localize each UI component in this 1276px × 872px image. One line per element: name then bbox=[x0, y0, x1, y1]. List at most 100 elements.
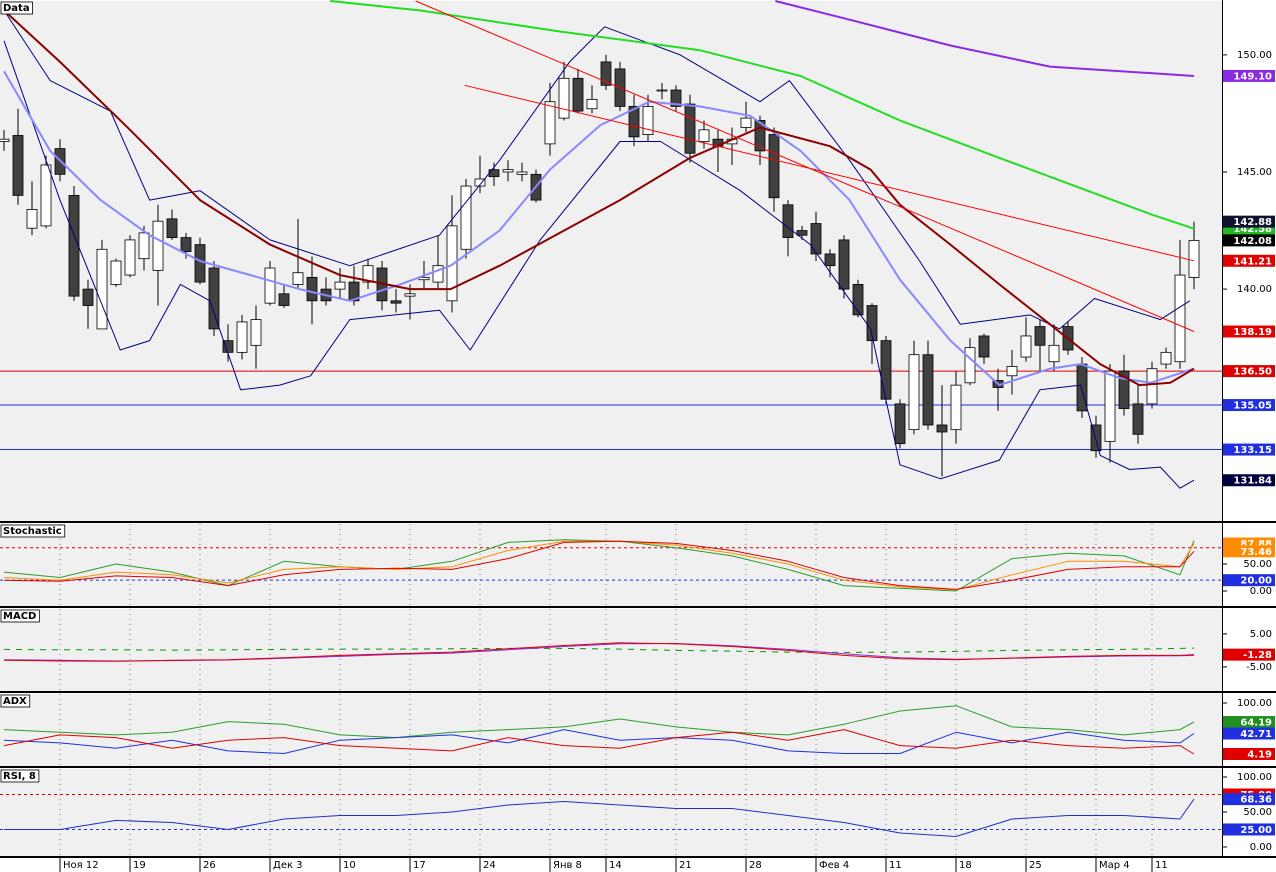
overlay-line bbox=[775, 0, 1195, 77]
candle-body bbox=[1146, 368, 1158, 405]
panel-title: MACD bbox=[3, 611, 36, 622]
x-tick-label: Ноя 12 bbox=[63, 860, 99, 871]
value-label-box bbox=[1223, 716, 1275, 729]
panel-title-box bbox=[0, 1, 33, 15]
x-tick-label: 25 bbox=[1029, 860, 1042, 871]
value-label: 25.00 bbox=[1240, 825, 1272, 836]
value-label: 64.19 bbox=[1240, 718, 1272, 729]
value-label-box bbox=[1223, 365, 1275, 378]
value-label: 135.05 bbox=[1233, 401, 1272, 412]
value-label: 136.50 bbox=[1233, 367, 1272, 378]
value-label: 131.84 bbox=[1233, 476, 1272, 487]
value-label-box bbox=[1223, 325, 1275, 338]
candle-body bbox=[418, 276, 430, 281]
panel-title: ADX bbox=[3, 696, 27, 707]
candle-body bbox=[250, 319, 262, 346]
candle-body bbox=[670, 89, 682, 107]
y-tick-label: -5.00 bbox=[1246, 662, 1272, 673]
candle-body bbox=[40, 164, 52, 227]
value-label-box bbox=[1223, 574, 1275, 587]
overlay-line bbox=[415, 0, 1195, 332]
candle-body bbox=[474, 178, 486, 187]
value-label-box bbox=[1223, 727, 1275, 740]
value-label-box bbox=[1223, 545, 1275, 558]
value-label-box bbox=[1223, 215, 1275, 228]
candle-body bbox=[334, 281, 346, 290]
value-label: 142.08 bbox=[1233, 236, 1272, 247]
y-tick-label: 0.00 bbox=[1250, 586, 1272, 597]
value-label-box bbox=[1223, 443, 1275, 456]
candle-body bbox=[264, 267, 276, 304]
candle-body bbox=[684, 103, 696, 154]
candle-body bbox=[852, 284, 864, 316]
candle-body bbox=[1034, 326, 1046, 346]
candle-body bbox=[544, 101, 556, 145]
overlay-line bbox=[3, 10, 1191, 330]
candle-body bbox=[516, 171, 528, 175]
indicator-line bbox=[3, 729, 1195, 755]
value-label-box bbox=[1223, 399, 1275, 412]
candle-body bbox=[348, 281, 360, 302]
overlay-line bbox=[3, 40, 1195, 489]
candle-body bbox=[292, 272, 304, 285]
indicator-line bbox=[3, 540, 1195, 590]
candle-body bbox=[782, 204, 794, 238]
candle-body bbox=[600, 61, 612, 86]
x-tick-label: 17 bbox=[413, 860, 426, 871]
candle-body bbox=[642, 106, 654, 135]
candle-body bbox=[68, 195, 80, 297]
candle-body bbox=[880, 340, 892, 400]
value-label: 142.58 bbox=[1233, 224, 1272, 235]
candle-body bbox=[180, 237, 192, 253]
candle-body bbox=[166, 218, 178, 238]
value-label: -1.28 bbox=[1243, 650, 1272, 661]
candle-body bbox=[936, 424, 948, 433]
value-label: 87.88 bbox=[1240, 539, 1272, 550]
value-label: 42.71 bbox=[1240, 729, 1272, 740]
panel-background bbox=[0, 694, 1222, 766]
panel-title-box bbox=[0, 694, 31, 708]
candle-body bbox=[838, 239, 850, 290]
value-label: 68.36 bbox=[1240, 795, 1272, 806]
indicator-line bbox=[3, 729, 1195, 754]
panel-title: Stochastic bbox=[3, 526, 62, 537]
value-label-box bbox=[1223, 69, 1275, 82]
x-tick-label: Янв 8 bbox=[553, 860, 582, 871]
value-label-box bbox=[1223, 254, 1275, 267]
y-tick-label: 140.00 bbox=[1237, 284, 1272, 295]
value-label: 142.88 bbox=[1233, 217, 1272, 228]
value-label: 73.46 bbox=[1240, 547, 1272, 558]
x-tick-label: Фев 4 bbox=[819, 860, 849, 871]
x-tick-label: 26 bbox=[203, 860, 216, 871]
candle-body bbox=[208, 267, 220, 330]
x-tick-label: Мар 4 bbox=[1099, 860, 1130, 871]
candle-body bbox=[1160, 351, 1172, 365]
panel-title: RSI, 8 bbox=[3, 771, 36, 782]
candle-body bbox=[1132, 403, 1144, 435]
candle-body bbox=[152, 220, 164, 271]
candle-body bbox=[390, 300, 402, 304]
overlay-line bbox=[330, 0, 1195, 230]
candle-body bbox=[558, 77, 570, 119]
y-tick-label: 145.00 bbox=[1237, 167, 1272, 178]
x-tick-label: 28 bbox=[749, 860, 762, 871]
value-label-box bbox=[1223, 474, 1275, 487]
candle-body bbox=[124, 239, 136, 276]
panel-title-box bbox=[0, 609, 40, 623]
candle-body bbox=[1006, 366, 1018, 377]
candle-body bbox=[1104, 370, 1116, 442]
value-label: 20.00 bbox=[1240, 576, 1272, 587]
candle-body bbox=[1020, 335, 1032, 358]
indicator-line bbox=[3, 705, 1195, 739]
candle-body bbox=[586, 98, 598, 110]
candle-body bbox=[894, 403, 906, 445]
candle-body bbox=[908, 354, 920, 431]
candle-body bbox=[740, 117, 752, 128]
candle-body bbox=[502, 169, 514, 173]
candle-body bbox=[656, 89, 668, 92]
candle-body bbox=[824, 253, 836, 267]
x-tick-label: 19 bbox=[133, 860, 146, 871]
candle-body bbox=[1174, 274, 1186, 363]
indicator-line bbox=[4, 798, 1195, 837]
